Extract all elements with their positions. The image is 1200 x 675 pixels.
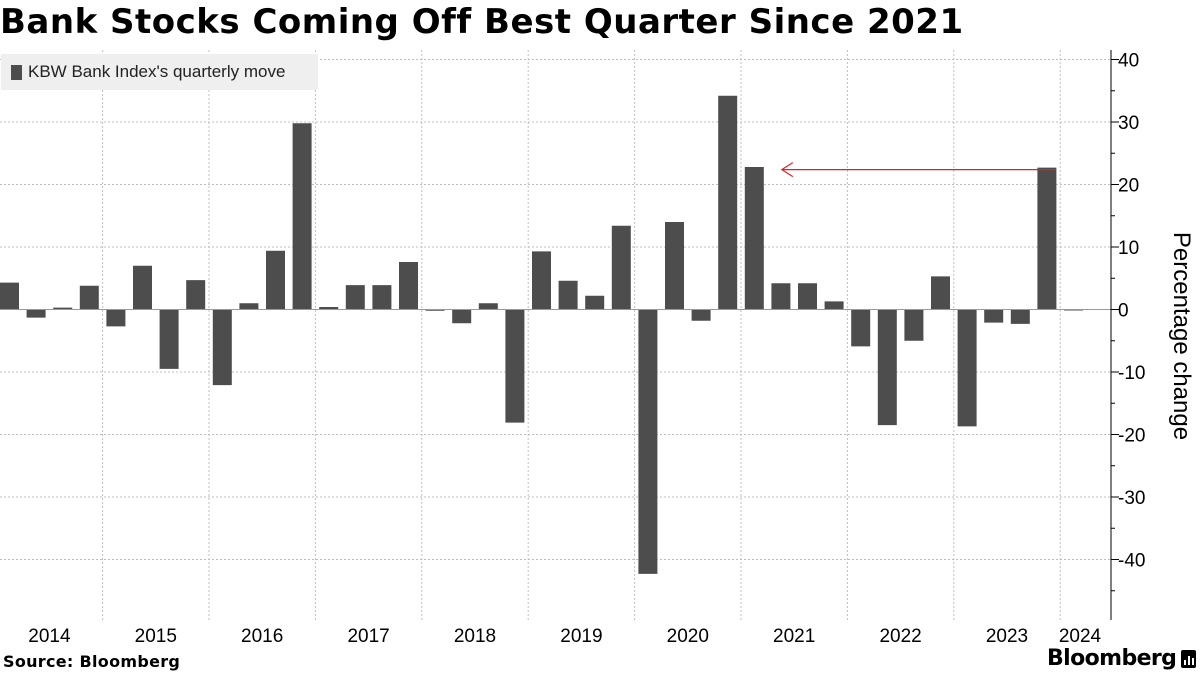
legend: KBW Bank Index's quarterly move xyxy=(1,54,318,90)
bar xyxy=(452,309,472,324)
bar xyxy=(532,251,551,310)
bar xyxy=(212,309,232,386)
y-tick-label: 30 xyxy=(1118,113,1139,134)
x-tick-label: 2021 xyxy=(773,626,815,647)
legend-label: KBW Bank Index's quarterly move xyxy=(28,62,286,81)
x-tick-label: 2024 xyxy=(1059,626,1102,647)
y-tick-label: -20 xyxy=(1118,426,1145,447)
bar xyxy=(957,309,977,427)
x-tick-label: 2016 xyxy=(241,626,283,647)
y-tick-label: -30 xyxy=(1118,488,1145,509)
bar xyxy=(372,285,392,310)
bar xyxy=(345,285,365,310)
bar-chart-icon xyxy=(1181,649,1197,668)
bar xyxy=(1037,167,1057,310)
x-tick-label: 2018 xyxy=(454,626,496,647)
bar xyxy=(186,280,206,310)
bar xyxy=(505,309,525,423)
x-tick-label: 2022 xyxy=(879,626,921,647)
bar xyxy=(79,285,99,310)
bar xyxy=(665,222,684,310)
brand-name: Bloomberg xyxy=(1047,646,1177,671)
chart-title: Bank Stocks Coming Off Best Quarter Sinc… xyxy=(0,2,964,42)
bar xyxy=(638,309,658,574)
bar xyxy=(159,309,179,369)
bar xyxy=(53,307,73,310)
bar xyxy=(771,283,791,310)
bar xyxy=(266,250,285,310)
y-axis-label: Percentage change xyxy=(1168,231,1195,441)
x-tick-label: 2015 xyxy=(135,626,177,647)
bar xyxy=(26,309,46,318)
x-tick-label: 2019 xyxy=(560,626,602,647)
bar xyxy=(133,265,152,310)
source-note: Source: Bloomberg xyxy=(3,652,181,671)
bar xyxy=(824,301,844,310)
bar xyxy=(558,280,578,310)
legend-swatch xyxy=(11,64,22,80)
x-tick-label: 2014 xyxy=(28,626,71,647)
bar xyxy=(319,307,339,310)
annotation-arrowhead xyxy=(780,162,794,178)
bar xyxy=(718,95,738,310)
x-tick-label: 2017 xyxy=(347,626,389,647)
bar xyxy=(399,262,418,310)
bar xyxy=(984,309,1004,323)
y-tick-label: 40 xyxy=(1118,51,1139,72)
bar xyxy=(425,309,445,311)
bar xyxy=(798,283,817,310)
bar xyxy=(611,225,631,310)
bar xyxy=(239,303,259,310)
bar xyxy=(292,123,312,310)
bar xyxy=(1010,309,1030,324)
bar xyxy=(0,282,19,310)
y-tick-label: 20 xyxy=(1118,176,1139,197)
bar xyxy=(851,309,871,347)
bar xyxy=(877,309,897,426)
bar xyxy=(931,276,950,310)
bar xyxy=(478,303,498,310)
x-tick-label: 2023 xyxy=(986,626,1028,647)
x-tick-label: 2020 xyxy=(667,626,709,647)
y-tick-label: -10 xyxy=(1118,363,1145,384)
bar xyxy=(744,167,764,310)
bar xyxy=(106,309,126,327)
y-tick-label: 0 xyxy=(1118,301,1129,322)
bar xyxy=(904,309,924,341)
bar xyxy=(585,295,605,310)
y-tick-label: 10 xyxy=(1118,238,1139,259)
brand-logo: Bloomberg xyxy=(1047,646,1197,671)
y-tick-label: -40 xyxy=(1118,551,1145,572)
bar xyxy=(691,309,711,321)
